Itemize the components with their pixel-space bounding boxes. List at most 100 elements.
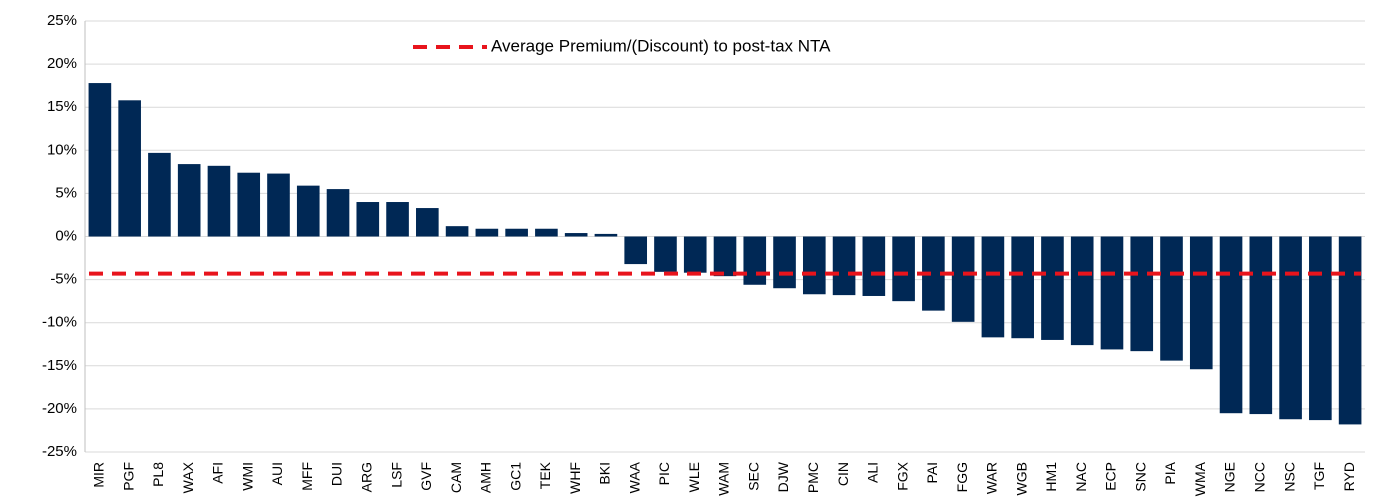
bar bbox=[1100, 236, 1124, 350]
x-tick-label: CAM bbox=[448, 462, 464, 493]
bar bbox=[88, 83, 112, 237]
x-tick-label: WGB bbox=[1013, 462, 1029, 495]
x-tick-label: PL8 bbox=[150, 462, 166, 487]
legend-label: Average Premium/(Discount) to post-tax N… bbox=[491, 36, 831, 55]
bar bbox=[1249, 236, 1273, 415]
x-tick-label: SEC bbox=[745, 462, 761, 491]
bar bbox=[624, 236, 648, 265]
x-tick-label: WLE bbox=[686, 462, 702, 492]
y-tick-label: 5% bbox=[55, 184, 77, 201]
bar bbox=[1219, 236, 1243, 414]
bar bbox=[267, 173, 290, 237]
bar bbox=[1338, 236, 1362, 425]
y-tick-label: -15% bbox=[42, 357, 77, 374]
x-tick-label: DJW bbox=[775, 461, 791, 492]
x-tick-label: PIC bbox=[656, 462, 672, 485]
bar bbox=[892, 236, 915, 302]
bar bbox=[118, 100, 141, 237]
bar bbox=[654, 236, 677, 272]
x-tick-label: AFI bbox=[210, 462, 226, 484]
bar bbox=[922, 236, 945, 311]
bar bbox=[237, 172, 261, 237]
x-tick-label: PAI bbox=[924, 462, 940, 484]
bar bbox=[416, 208, 439, 237]
x-tick-label: RYD bbox=[1341, 462, 1357, 491]
x-tick-label: MFF bbox=[299, 462, 315, 491]
y-tick-label: -10% bbox=[42, 314, 77, 331]
x-tick-label: FGX bbox=[894, 461, 910, 490]
x-tick-label: TGF bbox=[1311, 462, 1327, 490]
x-tick-label: FGG bbox=[954, 462, 970, 492]
y-tick-label: 25% bbox=[47, 12, 77, 29]
x-tick-label: GVF bbox=[418, 462, 434, 491]
x-tick-label: GC1 bbox=[507, 462, 523, 491]
x-tick-label: PGF bbox=[120, 462, 136, 491]
bar bbox=[207, 165, 231, 237]
x-tick-label: PIA bbox=[1162, 461, 1178, 484]
x-tick-label: AMH bbox=[478, 462, 494, 493]
bar bbox=[1160, 236, 1183, 361]
x-tick-label: DUI bbox=[329, 462, 345, 486]
x-tick-label: MIR bbox=[91, 462, 107, 488]
x-tick-label: NCC bbox=[1252, 462, 1268, 492]
x-tick-label: PMC bbox=[805, 462, 821, 493]
x-tick-label: LSF bbox=[388, 462, 404, 488]
x-tick-label: WAA bbox=[626, 461, 642, 493]
x-tick-label: NSC bbox=[1281, 462, 1297, 492]
x-tick-label: TEK bbox=[537, 461, 553, 489]
bar bbox=[148, 152, 171, 237]
x-tick-label: BKI bbox=[597, 462, 613, 485]
bar bbox=[356, 202, 380, 237]
bar bbox=[802, 236, 826, 295]
bar bbox=[1011, 236, 1034, 339]
bar bbox=[832, 236, 856, 296]
bar bbox=[1309, 236, 1332, 421]
x-tick-label: WMA bbox=[1192, 461, 1208, 496]
bar bbox=[445, 226, 469, 237]
x-tick-label: SNC bbox=[1132, 462, 1148, 492]
y-tick-label: -25% bbox=[42, 443, 77, 460]
bar bbox=[475, 228, 499, 237]
bar bbox=[326, 189, 350, 237]
bar bbox=[1070, 236, 1094, 346]
legend-bg bbox=[405, 33, 975, 61]
x-tick-label: AUI bbox=[269, 462, 285, 485]
bar bbox=[296, 185, 320, 237]
y-tick-label: -5% bbox=[50, 271, 77, 288]
x-tick-label: WAR bbox=[984, 462, 1000, 494]
bar bbox=[1189, 236, 1213, 370]
bar bbox=[564, 233, 588, 237]
y-tick-label: 15% bbox=[47, 98, 77, 115]
x-tick-label: WHF bbox=[567, 462, 583, 494]
x-tick-label: WMI bbox=[239, 462, 255, 491]
bar bbox=[386, 202, 409, 237]
bar bbox=[535, 228, 558, 237]
bar bbox=[951, 236, 975, 322]
bar bbox=[177, 164, 201, 237]
x-tick-label: CIN bbox=[835, 462, 851, 486]
bar bbox=[1041, 236, 1064, 340]
bar bbox=[743, 236, 767, 285]
x-tick-label: ALI bbox=[865, 462, 881, 483]
x-tick-label: ARG bbox=[358, 462, 374, 492]
bar bbox=[1130, 236, 1154, 352]
bar bbox=[594, 233, 618, 237]
bar bbox=[981, 236, 1005, 338]
x-tick-label: WAM bbox=[716, 462, 732, 496]
bar bbox=[1279, 236, 1302, 420]
bar bbox=[683, 236, 707, 273]
bar bbox=[773, 236, 796, 289]
y-tick-label: 10% bbox=[47, 141, 77, 158]
bar bbox=[505, 228, 528, 237]
x-tick-label: NAC bbox=[1073, 462, 1089, 492]
y-tick-label: 0% bbox=[55, 227, 77, 244]
x-tick-label: WAX bbox=[180, 461, 196, 493]
y-tick-label: 20% bbox=[47, 55, 77, 72]
x-tick-label: ECP bbox=[1103, 462, 1119, 491]
bar bbox=[713, 236, 737, 277]
x-tick-label: NGE bbox=[1222, 462, 1238, 492]
y-tick-label: -20% bbox=[42, 400, 77, 417]
bar bbox=[862, 236, 886, 296]
x-tick-label: HM1 bbox=[1043, 462, 1059, 492]
